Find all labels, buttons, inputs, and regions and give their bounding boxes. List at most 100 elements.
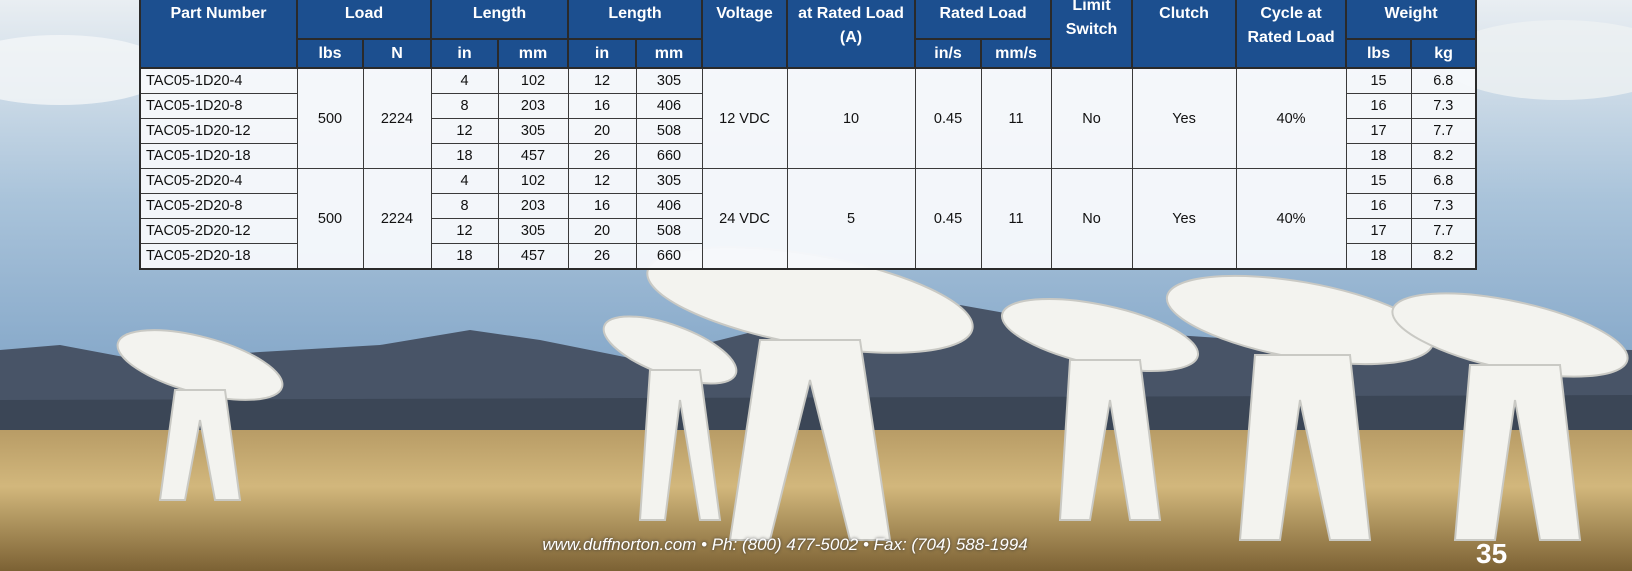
load-cell: 500 [297, 169, 363, 270]
length-cell: 20 [568, 119, 636, 144]
length-cell: 305 [498, 219, 568, 244]
spec-cell: 0.45 [915, 169, 981, 270]
length-cell: 102 [498, 68, 568, 94]
length-cell: 457 [498, 144, 568, 169]
spec-cell: 24 VDC [702, 169, 787, 270]
column-header: Voltage [702, 0, 787, 68]
weight-cell: 8.2 [1411, 244, 1476, 270]
header-line: Weight [1347, 2, 1475, 26]
spec-cell: 10 [787, 68, 915, 169]
column-header: at Rated Load(A) [787, 0, 915, 68]
length-cell: 12 [568, 169, 636, 194]
page: {"table": { "header": [ {"lines": ["Part… [0, 0, 1632, 571]
spec-cell: 0.45 [915, 68, 981, 169]
length-cell: 12 [431, 119, 498, 144]
spec-cell: 5 [787, 169, 915, 270]
weight-cell: 18 [1346, 144, 1411, 169]
weight-cell: 16 [1346, 194, 1411, 219]
header-line: Clutch [1133, 2, 1235, 26]
spec-cell: Yes [1132, 169, 1236, 270]
weight-cell: 8.2 [1411, 144, 1476, 169]
length-cell: 4 [431, 169, 498, 194]
unit-header: in [568, 39, 636, 68]
length-cell: 203 [498, 94, 568, 119]
length-cell: 18 [431, 144, 498, 169]
unit-header: lbs [1346, 39, 1411, 68]
length-cell: 4 [431, 68, 498, 94]
part-number: TAC05-1D20-18 [140, 144, 297, 169]
length-cell: 8 [431, 94, 498, 119]
length-cell: 203 [498, 194, 568, 219]
part-number: TAC05-2D20-4 [140, 169, 297, 194]
column-header: Weight [1346, 0, 1476, 39]
length-cell: 305 [636, 68, 702, 94]
header-line: Voltage [703, 2, 786, 26]
length-cell: 508 [636, 219, 702, 244]
unit-header: in/s [915, 39, 981, 68]
header-line: Length [432, 2, 567, 26]
length-cell: 660 [636, 244, 702, 270]
spec-cell: 12 VDC [702, 68, 787, 169]
part-number: TAC05-2D20-12 [140, 219, 297, 244]
spec-cell: 11 [981, 169, 1051, 270]
length-cell: 508 [636, 119, 702, 144]
column-header: Load [297, 0, 431, 39]
unit-header: mm/s [981, 39, 1051, 68]
length-cell: 12 [568, 68, 636, 94]
part-number: TAC05-1D20-12 [140, 119, 297, 144]
column-header: Part Number [140, 0, 297, 68]
column-header: Length [568, 0, 702, 39]
header-line: Cycle at [1237, 2, 1345, 26]
column-header: Length [431, 0, 568, 39]
column-header: Clutch [1132, 0, 1236, 68]
header-line: Switch [1052, 18, 1131, 42]
part-number: TAC05-2D20-18 [140, 244, 297, 270]
load-cell: 2224 [363, 68, 431, 169]
unit-header: N [363, 39, 431, 68]
unit-header: mm [636, 39, 702, 68]
weight-cell: 6.8 [1411, 169, 1476, 194]
length-cell: 406 [636, 94, 702, 119]
weight-cell: 16 [1346, 94, 1411, 119]
length-cell: 26 [568, 244, 636, 270]
weight-cell: 7.7 [1411, 119, 1476, 144]
length-cell: 12 [431, 219, 498, 244]
weight-cell: 17 [1346, 219, 1411, 244]
header-line: Rated Load [1237, 26, 1345, 50]
load-cell: 500 [297, 68, 363, 169]
length-cell: 305 [636, 169, 702, 194]
unit-header: kg [1411, 39, 1476, 68]
length-cell: 18 [431, 244, 498, 270]
header-line: Part Number [141, 2, 296, 26]
length-cell: 26 [568, 144, 636, 169]
page-number: 35 [1476, 538, 1507, 570]
length-cell: 20 [568, 219, 636, 244]
header-line: Length [569, 2, 701, 26]
part-number: TAC05-2D20-8 [140, 194, 297, 219]
length-cell: 16 [568, 194, 636, 219]
load-cell: 2224 [363, 169, 431, 270]
footer-contact: www.duffnorton.com • Ph: (800) 477-5002 … [0, 535, 1570, 555]
header-line: Limit [1052, 0, 1131, 18]
spec-cell: Yes [1132, 68, 1236, 169]
unit-header: mm [498, 39, 568, 68]
unit-header: lbs [297, 39, 363, 68]
weight-cell: 6.8 [1411, 68, 1476, 94]
spec-cell: 11 [981, 68, 1051, 169]
spec-cell: No [1051, 68, 1132, 169]
header-line: at Rated Load [788, 2, 914, 26]
spec-cell: 40% [1236, 169, 1346, 270]
part-number: TAC05-1D20-4 [140, 68, 297, 94]
header-line: Load [298, 2, 430, 26]
length-cell: 16 [568, 94, 636, 119]
weight-cell: 15 [1346, 169, 1411, 194]
weight-cell: 7.7 [1411, 219, 1476, 244]
unit-header: in [431, 39, 498, 68]
length-cell: 102 [498, 169, 568, 194]
